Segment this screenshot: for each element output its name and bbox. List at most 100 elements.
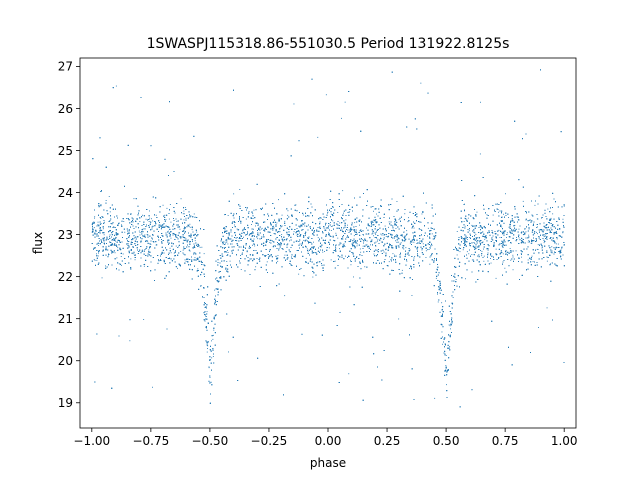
data-point [511, 220, 513, 222]
data-point [284, 254, 286, 256]
data-point [481, 250, 483, 252]
data-point [483, 248, 484, 250]
data-point [560, 256, 561, 258]
data-point [252, 213, 254, 215]
data-point [471, 259, 473, 261]
data-point [176, 220, 178, 222]
data-point [229, 260, 231, 262]
data-point [93, 259, 95, 260]
data-point [420, 82, 422, 84]
data-point [310, 242, 312, 243]
data-point [325, 94, 327, 96]
data-point [337, 237, 339, 239]
data-point [322, 251, 324, 253]
data-point [173, 252, 175, 254]
data-point [397, 245, 399, 247]
data-point [236, 237, 238, 238]
data-point [206, 351, 208, 353]
data-point [530, 242, 532, 244]
data-point [273, 233, 275, 234]
data-point [474, 243, 476, 244]
data-point [94, 216, 96, 218]
data-point [133, 198, 135, 200]
data-point [94, 217, 95, 219]
data-point [343, 212, 344, 214]
data-point [531, 255, 533, 257]
data-point [207, 348, 208, 349]
data-point [524, 228, 526, 230]
data-point [177, 267, 178, 269]
data-point [373, 235, 374, 237]
data-point [330, 230, 332, 231]
data-point [446, 384, 447, 386]
data-point [118, 263, 120, 265]
data-point [521, 256, 522, 258]
data-point [130, 258, 132, 260]
data-point [537, 233, 538, 235]
data-point [211, 340, 212, 342]
data-point [121, 264, 122, 266]
data-point [413, 227, 415, 229]
data-point [165, 219, 167, 221]
data-point [191, 229, 193, 231]
data-point [505, 193, 506, 195]
data-point [384, 225, 386, 227]
data-point [508, 226, 510, 228]
data-point [152, 220, 154, 222]
data-point [225, 241, 227, 243]
data-point [380, 233, 382, 235]
data-point [254, 245, 256, 247]
data-point [401, 269, 403, 271]
data-point [508, 217, 509, 218]
data-point [388, 221, 390, 223]
data-point [273, 225, 274, 227]
data-point [512, 220, 514, 222]
data-point [236, 228, 238, 230]
data-point [139, 232, 141, 233]
data-point [557, 243, 559, 245]
data-point [392, 253, 394, 255]
data-point [502, 232, 504, 234]
data-point [543, 236, 545, 238]
data-point [541, 247, 543, 249]
data-point [441, 331, 443, 333]
data-point [546, 260, 548, 262]
data-point [243, 236, 244, 238]
data-point [185, 217, 187, 219]
data-point [495, 240, 497, 241]
data-point [522, 200, 524, 202]
data-point [367, 233, 369, 235]
data-point [207, 345, 209, 347]
data-point [303, 239, 305, 241]
data-point [231, 222, 233, 224]
data-point [335, 247, 337, 248]
data-point [132, 246, 134, 247]
data-point [498, 229, 500, 231]
data-point [122, 253, 124, 255]
data-point [385, 235, 387, 237]
data-point [341, 117, 342, 119]
data-point [421, 213, 423, 215]
data-point [191, 227, 193, 229]
data-point [101, 277, 103, 279]
data-point [563, 205, 565, 207]
data-point [149, 217, 151, 219]
data-point [474, 246, 476, 248]
data-point [541, 217, 542, 219]
data-point [148, 249, 150, 251]
data-point [240, 269, 242, 270]
data-point [225, 269, 227, 270]
data-point [227, 215, 229, 216]
data-point [116, 234, 118, 236]
data-point [93, 227, 95, 229]
data-point [228, 233, 230, 234]
data-point [190, 237, 192, 238]
data-point [101, 229, 103, 231]
data-point [532, 261, 534, 263]
data-point [160, 228, 162, 230]
plot-area [80, 58, 576, 428]
data-point [468, 230, 470, 232]
data-point [464, 217, 466, 219]
data-point [100, 218, 102, 219]
